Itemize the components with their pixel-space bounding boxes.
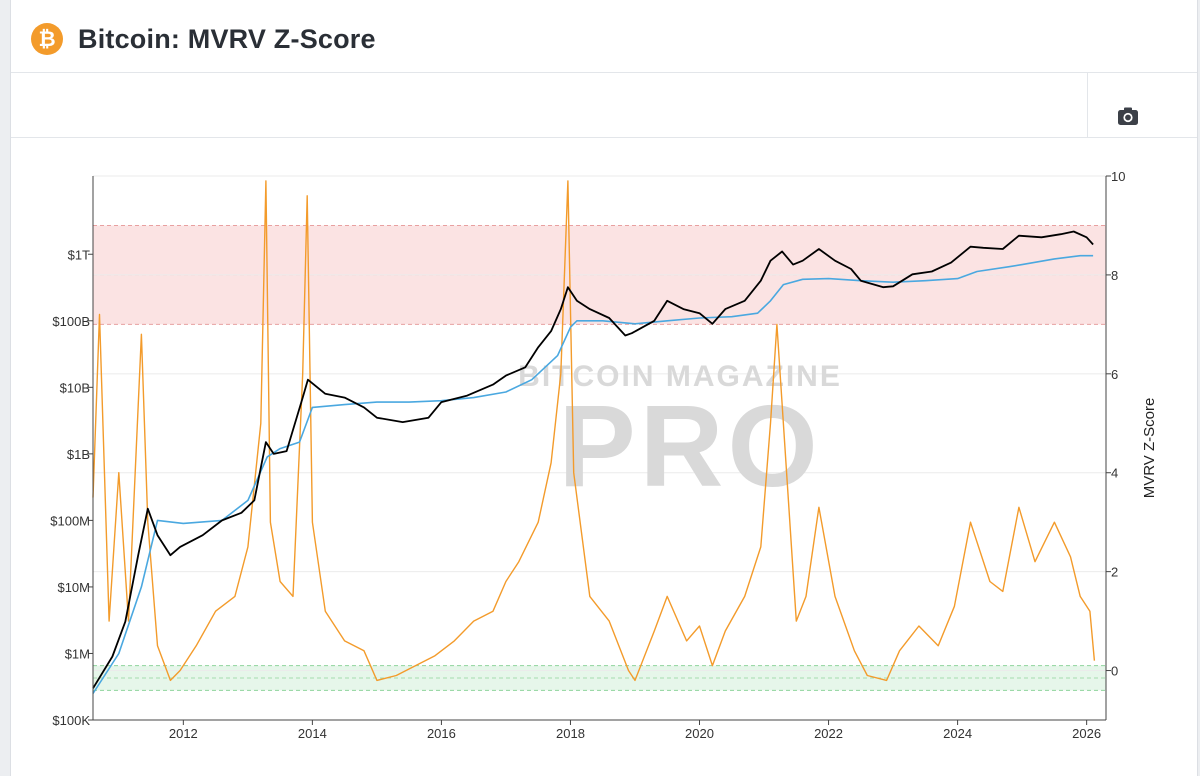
y-left-tick-label: $1T <box>68 247 90 262</box>
y-right-tick-label: 2 <box>1111 565 1118 580</box>
y-left-tick-label: $100B <box>52 314 90 329</box>
market_cap-line <box>92 230 1094 689</box>
y-right-axis-label: MVRV Z-Score <box>1141 398 1158 499</box>
chart-header: ₿ Bitcoin: MVRV Z-Score <box>11 0 1197 73</box>
y-left-tick-label: $100M <box>50 513 90 528</box>
watermark: BITCOIN MAGAZINE PRO <box>518 360 840 511</box>
y-right-tick-label: 4 <box>1111 466 1118 481</box>
x-tick-label: 2012 <box>169 726 198 741</box>
chart-toolbar <box>11 73 1197 138</box>
page-title: Bitcoin: MVRV Z-Score <box>78 24 376 54</box>
camera-icon[interactable] <box>1115 104 1141 128</box>
x-tick-label: 2016 <box>427 726 456 741</box>
x-tick-label: 2022 <box>814 726 843 741</box>
x-tick-label: 2018 <box>556 726 585 741</box>
x-tick-label: 2014 <box>298 726 327 741</box>
y-right-tick-label: 8 <box>1111 268 1118 283</box>
chart-card: ₿ Bitcoin: MVRV Z-Score <box>10 0 1198 776</box>
mvrv_zscore-line <box>92 180 1096 682</box>
toolbar-divider <box>1087 73 1088 137</box>
watermark-line2: PRO <box>558 381 821 511</box>
y-left-tick-label: $10B <box>60 380 90 395</box>
bitcoin-icon: ₿ <box>31 23 63 55</box>
y-right-tick-label: 6 <box>1111 367 1118 382</box>
x-tick-label: 2024 <box>943 726 972 741</box>
y-right-tick-label: 0 <box>1111 664 1118 679</box>
x-tick-label: 2026 <box>1072 726 1101 741</box>
bitcoin-glyph: ₿ <box>38 27 56 51</box>
y-left-tick-label: $10M <box>57 580 90 595</box>
y-left-tick-label: $1B <box>67 447 90 462</box>
y-left-tick-label: $1M <box>65 646 90 661</box>
y-right-tick-label: 10 <box>1111 169 1125 184</box>
x-tick-label: 2020 <box>685 726 714 741</box>
y-left-tick-label: $100K <box>52 713 90 728</box>
